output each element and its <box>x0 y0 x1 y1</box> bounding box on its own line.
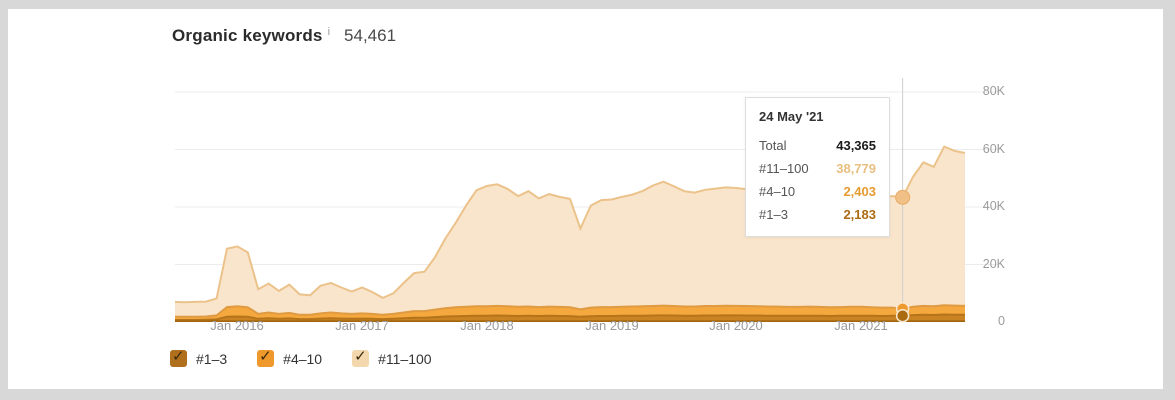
checkmark-icon: ✓ <box>259 348 272 365</box>
legend-label: #11–100 <box>378 350 432 367</box>
organic-keywords-count: 54,461 <box>344 26 397 45</box>
tooltip-value: 43,365 <box>836 138 876 153</box>
tooltip-value: 2,403 <box>843 184 876 199</box>
legend-label: #4–10 <box>283 350 323 367</box>
y-axis-label-60k: 60K <box>982 141 1005 156</box>
x-axis-label-jan-2018: Jan 2018 <box>460 318 514 333</box>
info-icon[interactable]: i <box>327 26 331 38</box>
checkbox-11-100[interactable]: ✓ <box>352 348 370 367</box>
tooltip-label: #11–100 <box>759 161 809 176</box>
y-axis-label-40k: 40K <box>982 199 1005 213</box>
x-axis-label-jan-2016: Jan 2016 <box>210 318 264 333</box>
legend-label: #1–3 <box>196 350 228 367</box>
tooltip-row-1-3: #1–3 2,183 <box>759 203 876 226</box>
y-axis-label-20k: 20K <box>982 256 1005 271</box>
tooltip-value: 38,779 <box>836 161 876 176</box>
x-axis-label-jan-2020: Jan 2020 <box>709 318 763 333</box>
x-axis-label-jan-2019: Jan 2019 <box>585 318 639 333</box>
tooltip-row-total: Total 43,365 <box>759 134 876 157</box>
chart-legend: ✓ #1–3 ✓ #4–10 ✓ #11–100 <box>170 348 432 367</box>
widget-header: Organic keywords i 54,461 <box>172 26 396 46</box>
page-title: Organic keywords <box>172 26 323 45</box>
tooltip-label: Total <box>759 138 787 153</box>
tooltip-label: #4–10 <box>759 184 796 199</box>
tooltip-label: #1–3 <box>759 207 788 222</box>
legend-item-11-100[interactable]: ✓ #11–100 <box>352 348 432 367</box>
legend-item-4-10[interactable]: ✓ #4–10 <box>257 348 323 367</box>
tooltip-date: 24 May '21 <box>759 109 824 124</box>
x-axis-label-jan-2021: Jan 2021 <box>834 318 888 333</box>
tooltip-value: 2,183 <box>843 207 876 222</box>
y-axis-label-80k: 80K <box>982 84 1005 98</box>
chart-tooltip: 24 May '21 Total 43,365 #11–100 38,779 #… <box>745 97 890 237</box>
x-axis-label-jan-2017: Jan 2017 <box>335 318 389 333</box>
tooltip-row-4-10: #4–10 2,403 <box>759 180 876 203</box>
checkmark-icon: ✓ <box>354 348 367 365</box>
tooltip-row-11-100: #11–100 38,779 <box>759 157 876 180</box>
y-axis-label-0: 0 <box>998 314 1005 328</box>
checkmark-icon: ✓ <box>172 348 185 365</box>
checkbox-4-10[interactable]: ✓ <box>257 348 275 367</box>
legend-item-1-3[interactable]: ✓ #1–3 <box>170 348 228 367</box>
checkbox-1-3[interactable]: ✓ <box>170 348 187 367</box>
